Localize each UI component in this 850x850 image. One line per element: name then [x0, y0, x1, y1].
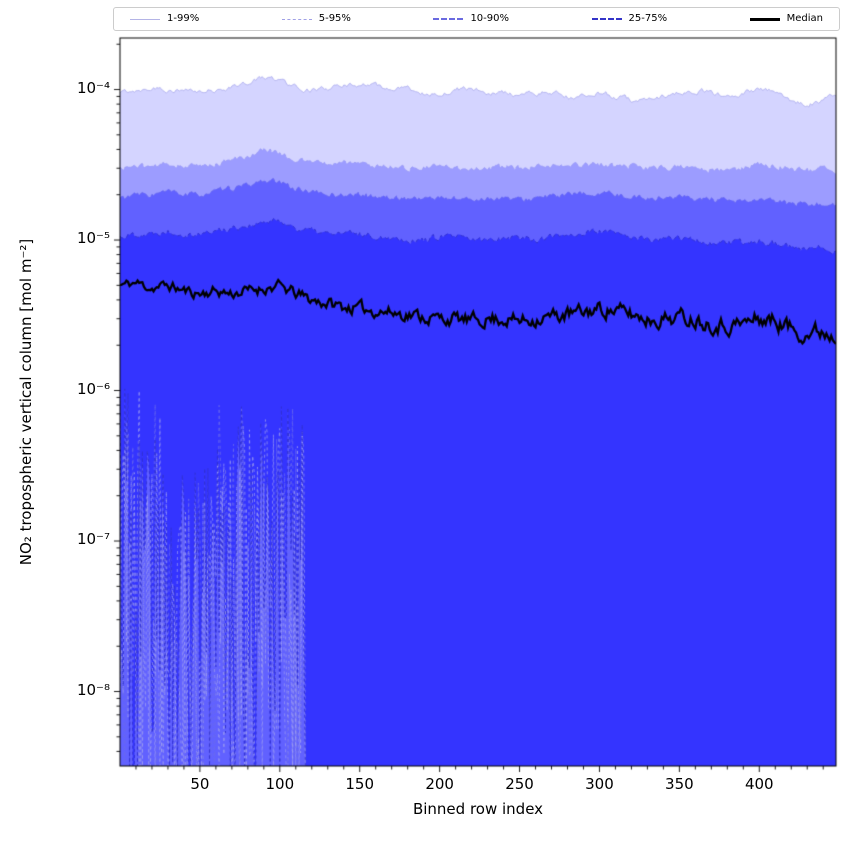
percentile-5-95-line-sample — [281, 18, 312, 20]
percentile-1-99-line-sample — [130, 18, 160, 20]
legend-item-1-99: 1-99% — [130, 14, 199, 24]
y-tick-label: 10⁻⁷ — [76, 530, 110, 549]
y-tick-label: 10⁻⁸ — [76, 680, 110, 699]
legend-item-10-90: 10-90% — [433, 14, 509, 24]
percentile-25-75-line-sample — [591, 18, 622, 20]
x-axis-label: Binned row index — [412, 800, 544, 818]
legend-label: 5-95% — [318, 13, 351, 24]
y-axis-label: NO₂ tropospheric vertical column [mol m⁻… — [17, 238, 35, 566]
legend-label: 1-99% — [167, 13, 200, 24]
x-tick-label: 250 — [505, 775, 534, 793]
x-tick-label: 50 — [190, 775, 210, 793]
x-tick-label: 400 — [744, 775, 774, 793]
x-tick-label: 150 — [345, 775, 375, 793]
legend-item-5-95: 5-95% — [281, 13, 351, 24]
y-tick-label: 10⁻⁶ — [76, 379, 110, 398]
legend-label: Median — [786, 13, 823, 24]
y-tick-label: 10⁻⁴ — [76, 78, 110, 97]
legend: 1-99% 5-95% 10-90% 25-75% Median — [113, 7, 840, 31]
legend-item-median: Median — [749, 13, 823, 24]
legend-item-25-75: 25-75% — [591, 13, 668, 24]
legend-label: 10-90% — [470, 13, 509, 24]
x-tick-label: 300 — [585, 775, 614, 793]
x-tick-label: 200 — [425, 775, 454, 793]
x-tick-label: 350 — [665, 775, 694, 793]
percentile-10-90-line-sample — [433, 18, 464, 20]
x-tick-label: 100 — [265, 775, 295, 793]
median-line-sample — [749, 17, 780, 21]
y-tick-label: 10⁻⁵ — [76, 229, 110, 248]
legend-label: 25-75% — [628, 13, 668, 24]
